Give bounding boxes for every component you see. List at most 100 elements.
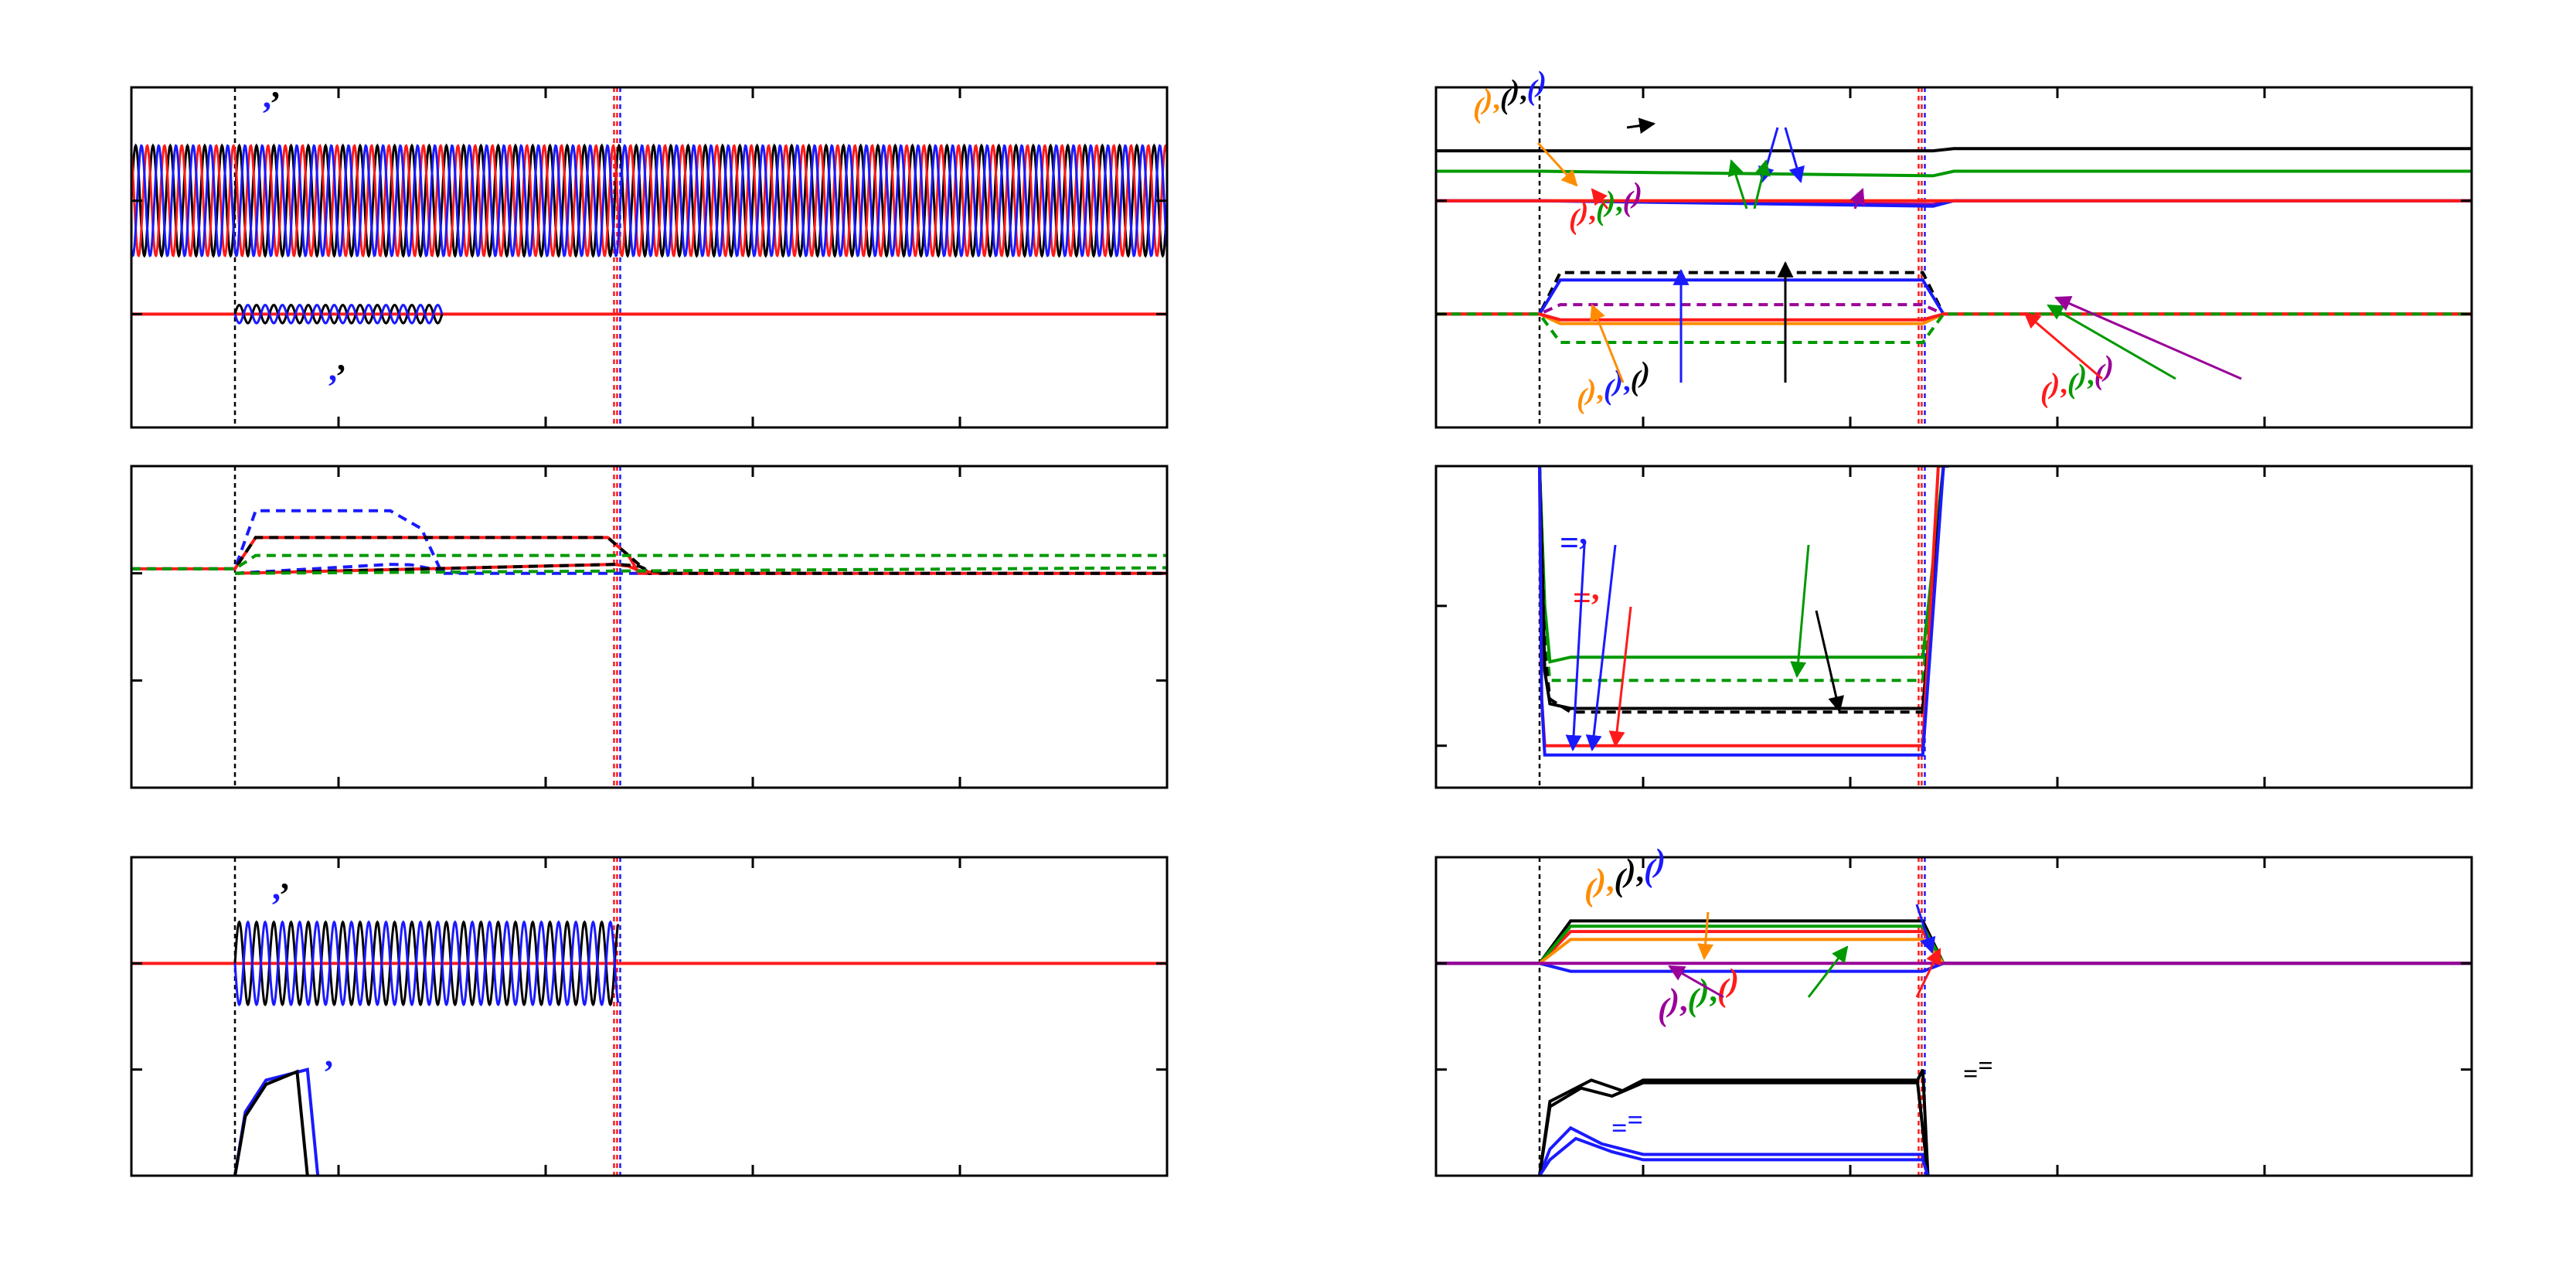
annotation-arrow (1790, 544, 1810, 679)
label-text: , (1588, 195, 1596, 227)
label-part: ) (2101, 350, 2114, 383)
label-part: ) (1622, 853, 1636, 889)
panel-d-data (1436, 87, 2472, 427)
label-part: ( (1500, 83, 1512, 116)
label-text: = (1611, 1112, 1628, 1143)
series-r-sfcl-trace (1538, 1136, 1930, 1176)
series-x-feeder-p (1538, 466, 1949, 664)
panel-f-axes (1434, 856, 2473, 1177)
legend-r-sfcl: ​=​=​ (1611, 1104, 1643, 1143)
label-part: ) (1630, 177, 1642, 209)
annotation-arrow (1536, 141, 1578, 187)
legend-v-sfcl: ​,​,​ (272, 859, 289, 907)
axes-frame (1434, 86, 2473, 429)
axes-frame (130, 856, 1169, 1177)
panel-b-plot-area (131, 466, 1167, 788)
label-part: ( (1631, 365, 1642, 397)
annotation-arrow (1753, 158, 1771, 209)
label-text: , (1615, 186, 1623, 218)
annotation-arrow (2047, 304, 2176, 380)
label-part: ( (1615, 863, 1628, 898)
label-part: ( (1688, 982, 1701, 1018)
series-int-z-k-3-5- (234, 563, 464, 575)
label-part: ( (2094, 359, 2106, 391)
figure-data-layer (131, 87, 2472, 1176)
panel-b-axes (130, 465, 1169, 789)
label-part: ) (1666, 982, 1679, 1018)
series-m-z-k-1- (131, 553, 1167, 570)
annotation-arrow (2023, 312, 2103, 380)
label-part: ( (1473, 92, 1485, 124)
axes-frame (1434, 465, 2473, 789)
label-text: , (2060, 368, 2067, 400)
panel-a-axes (130, 86, 1169, 429)
label-part: ( (1623, 186, 1635, 218)
panel-b-data (131, 466, 1167, 788)
annotation-arrow (1668, 965, 1724, 999)
annotation-arrow (1585, 544, 1617, 752)
series-i-f-a (233, 304, 444, 325)
legend-re-i-f: (​),(​),(​) (1577, 356, 1650, 415)
label-text: , (2087, 359, 2094, 391)
panel-d-axes (1434, 86, 2473, 429)
panel-a-plot-area (131, 87, 1167, 427)
annotation-arrow (2054, 295, 2242, 380)
annotation-arrow (1915, 904, 1936, 954)
annotation-arrow (1608, 606, 1632, 748)
panel-c-axes (130, 856, 1169, 1177)
series-re-i-f-p- (1436, 278, 2472, 316)
panel-f-plot-area (1436, 857, 2472, 1176)
panel-e-axes (1434, 465, 2473, 789)
label-part: ( (1658, 992, 1671, 1028)
legend-r-feeder: ​=​,​ (1573, 571, 1599, 617)
label-part: ( (1527, 74, 1539, 107)
label-part: ) (2074, 359, 2087, 391)
legend-r-sc: ​,​ (325, 1036, 333, 1074)
annotation-arrow (1626, 117, 1656, 134)
label-text: , (1606, 863, 1615, 898)
axes-frame (130, 465, 1169, 789)
annotation-arrow (1915, 948, 1941, 998)
label-part: ( (1644, 853, 1657, 889)
label-part: ( (1577, 383, 1588, 415)
series-x-feeder-0-x-feeder-n (1538, 466, 1949, 683)
label-text: = (1628, 1104, 1644, 1135)
axes-frame (1434, 856, 2473, 1177)
label-part: ) (2048, 368, 2060, 400)
label-text: , (281, 859, 289, 897)
series-v-feeder-a (131, 144, 1167, 257)
label-text: , (337, 340, 345, 378)
legend-x-feeder: ​=​,​ (1560, 514, 1587, 562)
label-part: ) (1481, 83, 1493, 116)
label-part: ( (1604, 374, 1615, 407)
label-part: ( (1584, 873, 1598, 908)
legend-re-v-feeder: (​),(​),(​) (1473, 66, 1547, 124)
label-part: ) (1652, 843, 1666, 879)
annotation-arrow (1807, 945, 1849, 998)
label-part: ( (1569, 203, 1581, 236)
label-part: ) (1725, 963, 1739, 999)
label-text: , (1591, 571, 1600, 607)
series-v-feeder-c (131, 144, 1167, 257)
label-part: ( (1717, 973, 1730, 1009)
legend-i-f: ​,​,​ (328, 340, 345, 388)
label-part: ) (1534, 66, 1547, 98)
label-part: ) (1507, 74, 1519, 107)
annotation-arrow (1784, 127, 1805, 184)
annotation-arrow (1697, 911, 1714, 961)
series-re-v-sfcl-0- (1436, 938, 2472, 965)
label-text: = (1560, 524, 1579, 562)
label-part: ) (1584, 374, 1597, 407)
panel-e-plot-area (1538, 466, 1949, 788)
label-text: , (1519, 74, 1527, 107)
annotation-arrow (1815, 610, 1844, 713)
label-text: , (1636, 853, 1645, 889)
figure-axes-layer (130, 86, 2473, 1177)
legend-v-feeder: ​,​,​ (263, 67, 280, 115)
label-part: ) (1577, 195, 1589, 227)
series-im-v-feeder-p- (1436, 169, 2472, 178)
label-text: , (1596, 374, 1604, 407)
figure-text-layer: ​,​,​​,​,​​​​​​​​​​,​,​​,​(​),(​),(​)(​)… (263, 66, 2242, 1143)
series-m-z-k-2- (131, 536, 1167, 575)
annotation-arrow (1565, 544, 1586, 752)
